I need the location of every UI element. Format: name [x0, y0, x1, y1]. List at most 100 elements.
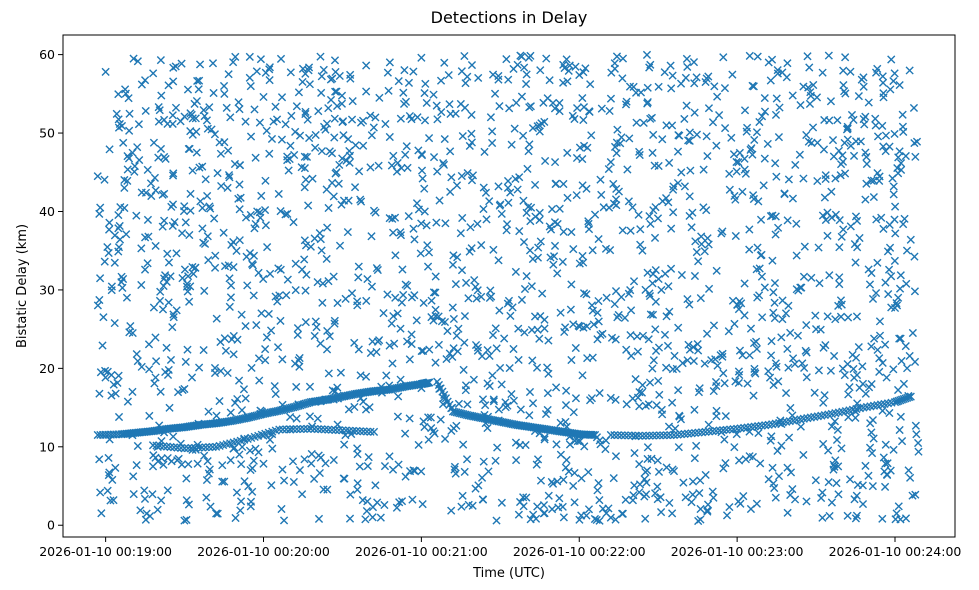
data-point	[225, 274, 234, 283]
data-point	[788, 91, 797, 100]
data-point	[720, 379, 729, 388]
data-point	[122, 293, 132, 302]
data-point	[104, 225, 114, 234]
data-point	[521, 79, 531, 89]
data-point	[249, 456, 258, 465]
data-point	[856, 137, 865, 146]
data-point	[840, 371, 849, 380]
data-point	[574, 321, 583, 330]
data-point	[606, 393, 615, 402]
data-point	[765, 373, 775, 382]
data-point	[319, 485, 328, 494]
data-point	[250, 105, 259, 114]
data-point	[819, 145, 829, 154]
data-point	[151, 333, 160, 342]
data-point	[638, 246, 647, 255]
data-point	[339, 196, 349, 205]
data-point	[895, 80, 904, 90]
data-point	[806, 91, 815, 100]
data-point	[651, 297, 660, 306]
data-point	[522, 272, 531, 281]
data-point	[480, 147, 489, 156]
data-point	[439, 160, 449, 169]
data-point	[620, 431, 629, 440]
data-point	[601, 445, 610, 454]
data-point	[492, 516, 501, 525]
data-point	[335, 241, 345, 250]
data-point	[738, 351, 747, 360]
data-point	[193, 459, 202, 468]
data-point	[390, 339, 399, 348]
data-point	[610, 431, 619, 440]
data-point	[783, 344, 792, 354]
data-point	[286, 425, 295, 434]
data-point	[231, 52, 240, 61]
data-point	[183, 345, 192, 354]
data-point	[748, 150, 757, 159]
data-point	[704, 420, 713, 429]
data-point	[506, 311, 515, 320]
data-point	[156, 56, 165, 65]
data-point	[359, 427, 368, 436]
data-point	[770, 314, 779, 323]
data-point	[467, 129, 476, 138]
data-point	[169, 432, 178, 441]
data-point	[495, 306, 504, 315]
data-point	[690, 405, 699, 414]
data-point	[881, 340, 890, 349]
data-point	[509, 64, 518, 74]
data-point	[225, 173, 234, 182]
data-point	[362, 296, 371, 305]
data-point	[632, 118, 641, 127]
data-point	[110, 318, 119, 328]
data-point	[805, 99, 815, 108]
data-point	[465, 247, 474, 256]
data-point	[846, 67, 855, 76]
data-point	[833, 116, 842, 125]
data-point	[397, 163, 406, 173]
data-point	[169, 310, 178, 319]
data-point	[300, 236, 309, 245]
data-point	[660, 68, 669, 77]
data-point	[664, 422, 674, 431]
data-point	[667, 224, 676, 233]
data-point	[255, 376, 264, 385]
data-point	[492, 344, 501, 353]
data-point	[628, 203, 637, 212]
data-point	[257, 191, 266, 200]
data-point	[558, 257, 567, 266]
data-point	[535, 429, 544, 438]
data-point	[660, 330, 670, 339]
data-point	[622, 400, 631, 409]
data-point	[862, 159, 871, 169]
data-point	[594, 479, 603, 488]
data-point	[548, 98, 558, 108]
data-point	[502, 226, 511, 235]
data-point	[224, 70, 233, 79]
data-point	[606, 157, 615, 167]
data-point	[107, 286, 116, 295]
data-point	[845, 383, 854, 392]
data-point	[203, 457, 212, 466]
data-point	[292, 425, 301, 434]
data-point	[900, 214, 909, 223]
data-point	[446, 187, 455, 196]
data-point	[465, 141, 474, 151]
data-point	[432, 101, 441, 110]
data-point	[153, 457, 163, 466]
data-point	[111, 463, 120, 472]
data-point	[575, 70, 584, 80]
data-point	[533, 325, 542, 334]
data-point	[226, 281, 236, 290]
data-point	[257, 309, 266, 318]
data-point	[533, 455, 543, 464]
data-point	[163, 249, 172, 258]
data-point	[543, 389, 552, 398]
data-point	[160, 216, 169, 225]
data-point	[645, 212, 654, 221]
data-point	[871, 121, 880, 130]
data-point	[813, 176, 822, 186]
data-point	[734, 158, 743, 167]
data-point	[896, 165, 906, 175]
data-point	[536, 476, 546, 485]
